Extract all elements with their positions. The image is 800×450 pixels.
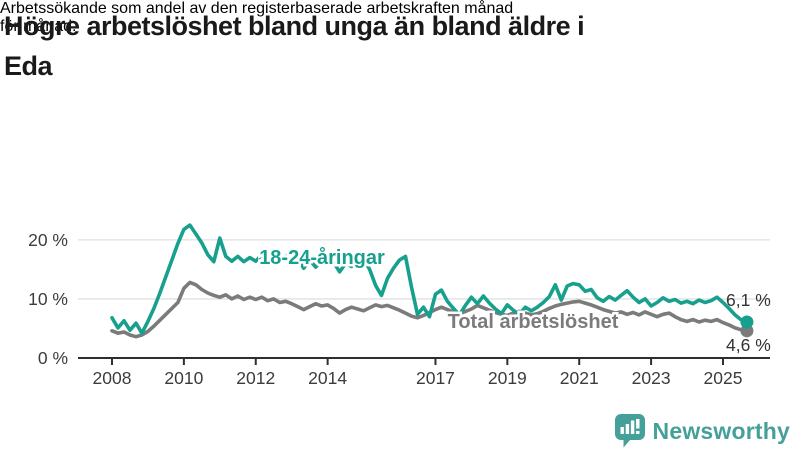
x-tick-label: 2017	[416, 368, 455, 388]
x-tick-label: 2023	[632, 368, 671, 388]
page-title-line2: Eda	[4, 51, 53, 81]
newsworthy-logo-icon	[614, 414, 645, 448]
page-title: Högre arbetslöshet bland unga än bland ä…	[4, 6, 585, 86]
end-value-label-young: 6,1 %	[726, 290, 771, 310]
x-tick-label: 2014	[308, 368, 347, 388]
end-value-label-total: 4,6 %	[726, 335, 771, 355]
x-tick-label: 2021	[560, 368, 599, 388]
chart-subtitle-line1: Arbetssökande som andel av den registerb…	[0, 0, 514, 17]
x-tick-label: 2012	[236, 368, 275, 388]
x-tick-label: 2019	[488, 368, 527, 388]
y-tick-label: 20 %	[28, 230, 68, 250]
newsworthy-logo-text: Newsworthy	[652, 417, 790, 444]
series-line-young	[110, 223, 749, 335]
y-tick-label: 0 %	[38, 348, 68, 368]
series-label-young: 18-24-åringar	[259, 246, 385, 269]
y-tick-label: 10 %	[28, 289, 68, 309]
x-tick-label: 2025	[704, 368, 743, 388]
chart-subtitle-line2: för månad.	[0, 18, 77, 35]
series-label-total: Total arbetslöshet	[448, 311, 619, 333]
page-title-line1: Högre arbetslöshet bland unga än bland ä…	[4, 11, 585, 41]
x-tick-label: 2010	[164, 368, 203, 388]
newsworthy-logo[interactable]: Newsworthy	[614, 414, 790, 448]
series-line-total	[110, 280, 749, 339]
unemployment-line-chart: 2008 2010 2012 2014 2017 2019 2021 2023 2025 0 % 1…	[28, 223, 771, 388]
x-tick-label: 2008	[93, 368, 132, 388]
series-end-dot-young	[740, 315, 754, 329]
